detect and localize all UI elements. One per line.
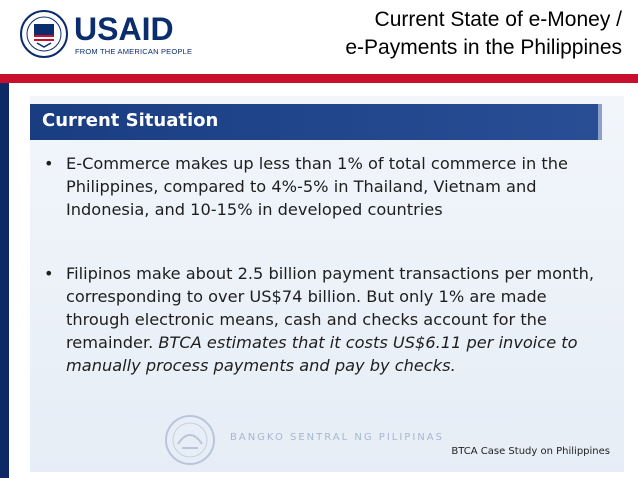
bullet-text-regular: Filipinos make about 2.5 billion payment… (66, 264, 595, 352)
slide-title-line-2: e-Payments in the Philippines (345, 36, 622, 59)
bullet-text-italic: BTCA estimates that it costs US$6.11 per… (66, 333, 578, 375)
left-navy-band (0, 83, 9, 478)
bsp-watermark: BANGKO SENTRAL NG PILIPINAS (164, 414, 464, 465)
bullet-text: Filipinos make about 2.5 billion payment… (66, 262, 606, 377)
slide-title: Current State of e-Money / e-Payments in… (345, 6, 622, 62)
usaid-seal-icon (20, 10, 68, 58)
content-panel: Current Situation • E-Commerce makes up … (30, 96, 624, 472)
bsp-seal-icon (165, 415, 215, 465)
bullet-dot-icon: • (44, 154, 54, 173)
slide-title-line-1: Current State of e-Money / (374, 8, 622, 31)
usaid-wordmark: USAID (74, 11, 174, 47)
usaid-tagline: FROM THE AMERICAN PEOPLE (75, 47, 193, 56)
red-divider-bar (0, 74, 638, 83)
source-note: BTCA Case Study on Philippines (451, 446, 610, 457)
bsp-watermark-text: BANGKO SENTRAL NG PILIPINAS (230, 432, 444, 443)
panel-header: Current Situation (30, 104, 602, 140)
bullet-dot-icon: • (44, 264, 54, 283)
panel-heading: Current Situation (42, 110, 219, 131)
bullet-text: E-Commerce makes up less than 1% of tota… (66, 154, 568, 219)
usaid-logo: USAID FROM THE AMERICAN PEOPLE (20, 10, 192, 60)
